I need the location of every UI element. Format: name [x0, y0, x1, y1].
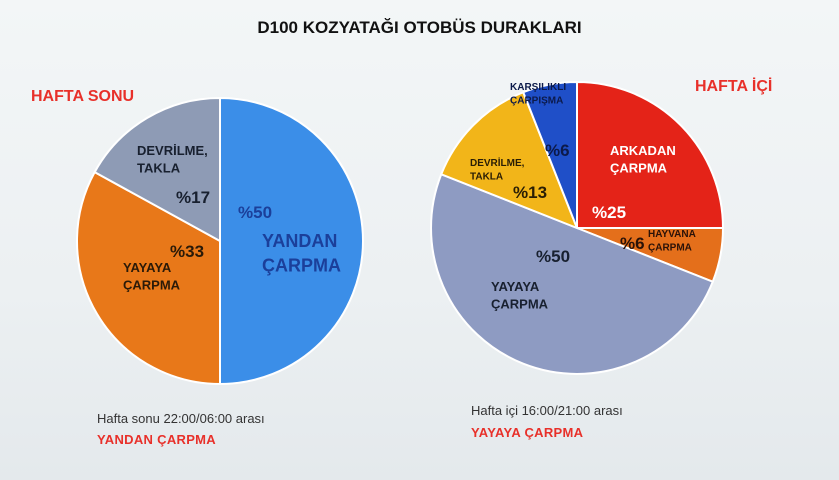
weekend-slice-0-value: %50 [238, 203, 272, 222]
weekday-slice-3-name: DEVRİLME, TAKLA [470, 156, 525, 183]
weekend-slice-2-value: %17 [176, 188, 210, 207]
weekday-heading: HAFTA İÇİ [695, 78, 773, 95]
weekend-slice-1-value: %33 [170, 242, 204, 261]
weekday-slice-1-value: %6 [620, 234, 645, 253]
weekday-slice-2 [430, 172, 715, 375]
weekday-slice-0 [576, 80, 725, 229]
weekday-slice-4 [521, 80, 578, 229]
weekend-slice-2-name: DEVRİLME, TAKLA [137, 143, 208, 176]
weekday-slice-0-value: %25 [592, 203, 626, 222]
weekday-slice-1-name: HAYVANA ÇARPMA [648, 229, 696, 254]
weekend-slice-2 [93, 96, 221, 243]
weekend-highlight: YANDAN ÇARPMA [97, 432, 216, 447]
weekday-time-note: Hafta içi 16:00/21:00 arası [471, 403, 623, 418]
weekend-slice-0 [219, 96, 364, 386]
weekday-slice-3-value: %13 [513, 183, 547, 202]
weekend-slice-1 [76, 170, 221, 386]
weekday-slice-4-name: KARŞILIKLI ÇARPIŞMA [510, 82, 566, 107]
weekend-slice-1-name: YAYAYA ÇARPMA [123, 260, 181, 293]
weekday-slice-3 [439, 90, 579, 230]
weekend-slice-0-name: YANDAN ÇARPMA [262, 231, 341, 275]
page-title: D100 KOZYATAĞI OTOBÜS DURAKLARI [257, 18, 582, 37]
weekday-highlight: YAYAYA ÇARPMA [471, 425, 584, 440]
weekend-heading: HAFTA SONU [31, 88, 135, 105]
weekday-slice-4-value: %6 [545, 141, 570, 160]
weekend-time-note: Hafta sonu 22:00/06:00 arası [97, 411, 265, 426]
weekday-slice-2-value: %50 [536, 247, 570, 266]
weekday-slice-0-name: ARKADAN ÇARPMA [610, 143, 676, 176]
weekday-slice-2-name: YAYAYA ÇARPMA [491, 279, 549, 312]
